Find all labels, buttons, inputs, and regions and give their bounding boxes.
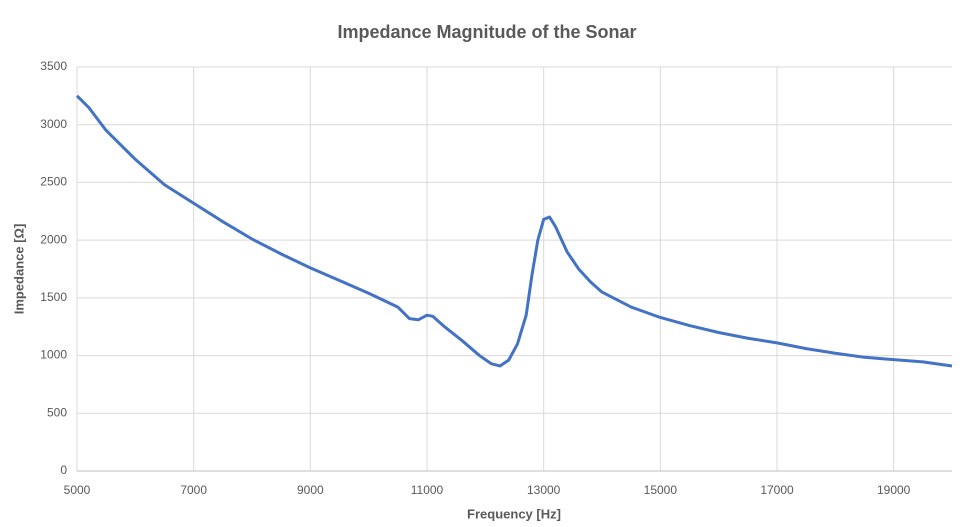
- y-tick-label: 500: [47, 405, 67, 419]
- x-tick-label: 19000: [877, 483, 911, 497]
- x-axis-label: Frequency [Hz]: [467, 506, 561, 521]
- x-tick-label: 7000: [180, 483, 207, 497]
- y-tick-label: 2000: [40, 232, 67, 246]
- y-tick-label: 3000: [40, 117, 67, 131]
- y-tick-label: 3500: [40, 59, 67, 73]
- y-tick-label: 1000: [40, 348, 67, 362]
- x-tick-label: 5000: [64, 483, 91, 497]
- chart-title: Impedance Magnitude of the Sonar: [337, 22, 636, 42]
- y-tick-label: 1500: [40, 290, 67, 304]
- x-tick-label: 17000: [760, 483, 794, 497]
- x-tick-label: 13000: [527, 483, 561, 497]
- line: [75, 94, 953, 368]
- y-axis-label: Impedance [Ω]: [11, 224, 26, 315]
- y-tick-label: 2500: [40, 175, 67, 189]
- y-tick-label: 0: [60, 463, 67, 477]
- x-tick-label: 15000: [644, 483, 678, 497]
- x-tick-label: 9000: [297, 483, 324, 497]
- x-tick-label: 11000: [411, 483, 444, 497]
